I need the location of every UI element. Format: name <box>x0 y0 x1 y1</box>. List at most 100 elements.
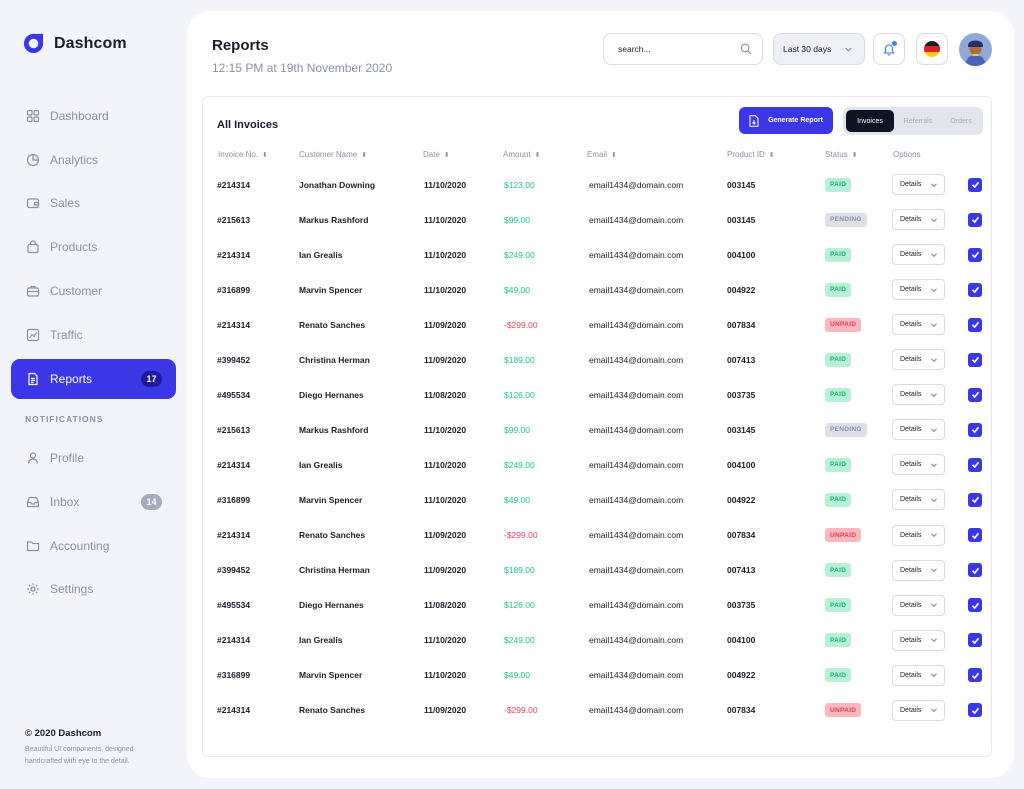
tab-invoices[interactable]: Invoices <box>846 110 894 132</box>
customer-name: Markus Rashford <box>299 424 369 435</box>
notifications-button[interactable] <box>873 33 905 65</box>
search-icon[interactable] <box>740 43 752 55</box>
row-checkbox[interactable] <box>968 528 982 542</box>
table-row[interactable]: #214314 Renato Sanches 11/09/2020 -$299.00 e… <box>203 518 993 553</box>
row-checkbox[interactable] <box>968 492 982 507</box>
table-row[interactable]: #214314 Ian Grealis 11/10/2020 $249.00 email… <box>203 623 993 658</box>
sidebar-item-sales[interactable]: Sales <box>11 183 176 223</box>
customer-email: email1434@domain.com <box>589 424 684 435</box>
row-checkbox[interactable] <box>968 422 982 437</box>
search-box[interactable] <box>603 33 763 65</box>
details-dropdown[interactable]: Details <box>892 559 945 581</box>
invoice-date: 11/10/2020 <box>424 459 467 470</box>
details-label: Details <box>900 181 922 188</box>
column-header-status[interactable]: Status ⬍ <box>825 150 858 159</box>
details-dropdown[interactable]: Details <box>892 174 945 195</box>
options-cell: Details <box>892 237 945 272</box>
tab-referrals[interactable]: Referrals <box>903 117 933 125</box>
table-row[interactable]: #316899 Marvin Spencer 11/10/2020 $49.00 ema… <box>203 658 993 693</box>
table-row[interactable]: #214314 Ian Grealis 11/10/2020 $249.00 email… <box>203 237 993 272</box>
sidebar-item-accounting[interactable]: Accounting <box>11 526 176 566</box>
row-checkbox[interactable] <box>968 212 982 227</box>
customer-email: email1434@domain.com <box>589 635 684 646</box>
search-input[interactable] <box>618 44 728 54</box>
table-row[interactable]: #399452 Christina Herman 11/09/2020 $189.00… <box>203 553 993 588</box>
chevron-down-icon <box>931 673 937 678</box>
details-dropdown[interactable]: Details <box>892 384 945 406</box>
row-checkbox[interactable] <box>968 387 982 402</box>
details-dropdown[interactable]: Details <box>892 349 945 371</box>
details-dropdown[interactable]: Details <box>892 524 945 546</box>
table-row[interactable]: #495534 Diego Hernanes 11/08/2020 $126.00 em… <box>203 377 993 412</box>
details-dropdown[interactable]: Details <box>892 279 945 301</box>
tab-orders[interactable]: Orders <box>950 117 972 125</box>
chevron-down-icon <box>931 393 937 397</box>
details-dropdown[interactable]: Details <box>892 489 945 511</box>
details-label: Details <box>900 671 922 679</box>
status-badge: PENDING <box>825 422 867 437</box>
table-row[interactable]: #495534 Diego Hernanes 11/08/2020 $126.00 em… <box>203 588 993 623</box>
column-header-product[interactable]: Product ID ⬍ <box>727 150 775 159</box>
table-row[interactable]: #399452 Christina Herman 11/09/2020 $189.00… <box>203 342 993 377</box>
options-cell: Details <box>892 377 945 412</box>
table-row[interactable]: #316899 Marvin Spencer 11/10/2020 $49.00 ema… <box>203 272 993 307</box>
gear-icon <box>27 583 39 595</box>
language-button[interactable] <box>916 33 948 65</box>
product-id: 004100 <box>727 249 756 260</box>
sidebar-item-settings[interactable]: Settings <box>11 569 176 609</box>
customer-email: email1434@domain.com <box>589 494 684 505</box>
details-dropdown[interactable]: Details <box>892 454 945 476</box>
details-dropdown[interactable]: Details <box>892 629 945 651</box>
details-dropdown[interactable]: Details <box>892 244 945 266</box>
table-row[interactable]: #214314 Jonathan Downing 11/10/2020 $123.00… <box>203 167 993 202</box>
column-header-amount[interactable]: Amount ⬍ <box>503 150 540 159</box>
row-checkbox[interactable] <box>968 563 982 578</box>
invoice-amount: $99.00 <box>504 214 530 225</box>
column-header-email[interactable]: Email ⬍ <box>587 150 617 159</box>
row-checkbox[interactable] <box>968 177 982 192</box>
product-id: 004100 <box>727 635 756 646</box>
row-checkbox[interactable] <box>968 317 982 332</box>
sidebar-item-customer[interactable]: Customer <box>11 271 176 311</box>
row-checkbox[interactable] <box>968 457 982 472</box>
sidebar-item-dashboard[interactable]: Dashboard <box>11 96 176 136</box>
table-row[interactable]: #215613 Markus Rashford 11/10/2020 $99.00 em… <box>203 202 993 237</box>
details-dropdown[interactable]: Details <box>892 209 945 231</box>
row-checkbox[interactable] <box>968 633 982 648</box>
logo[interactable]: Dashcom <box>22 32 127 55</box>
row-checkbox[interactable] <box>968 282 982 297</box>
row-checkbox[interactable] <box>968 598 982 613</box>
details-dropdown[interactable]: Details <box>892 664 945 686</box>
table-row[interactable]: #214314 Ian Grealis 11/10/2020 $249.00 email… <box>203 447 993 482</box>
sidebar-item-label: Dashboard <box>50 109 109 123</box>
pie-chart-icon <box>26 153 40 167</box>
table-row[interactable]: #215613 Markus Rashford 11/10/2020 $99.00 em… <box>203 412 993 447</box>
sidebar-item-reports[interactable]: Reports 17 <box>11 359 176 399</box>
table-row[interactable]: #214314 Renato Sanches 11/09/2020 -$299.00 e… <box>203 307 993 342</box>
row-checkbox[interactable] <box>968 247 982 262</box>
customer-email: email1434@domain.com <box>589 565 684 576</box>
sidebar-item-products[interactable]: Products <box>11 227 176 267</box>
row-checkbox[interactable] <box>968 352 982 367</box>
avatar[interactable] <box>959 33 992 66</box>
invoice-amount: $49.00 <box>504 494 530 505</box>
details-dropdown[interactable]: Details <box>892 594 945 616</box>
date-range-select[interactable]: Last 30 days <box>773 33 865 65</box>
sidebar-item-traffic[interactable]: Traffic <box>11 315 176 355</box>
generate-report-button[interactable]: Generate Report <box>739 107 833 134</box>
column-header-customer[interactable]: Customer Name ⬍ <box>299 150 367 159</box>
status-cell: PAID <box>825 553 852 588</box>
sidebar-item-profile[interactable]: Profile <box>11 438 176 478</box>
row-checkbox[interactable] <box>968 668 982 683</box>
sidebar-item-inbox[interactable]: Inbox 14 <box>11 482 176 522</box>
details-dropdown[interactable]: Details <box>892 699 945 721</box>
row-checkbox[interactable] <box>968 703 982 718</box>
sidebar-item-analytics[interactable]: Analytics <box>11 140 176 180</box>
details-dropdown[interactable]: Details <box>892 314 945 336</box>
column-header-invoice[interactable]: Invoice No. ⬍ <box>218 150 268 159</box>
column-header-date[interactable]: Date ⬍ <box>423 150 450 159</box>
details-dropdown[interactable]: Details <box>892 419 945 441</box>
table-row[interactable]: #316899 Marvin Spencer 11/10/2020 $49.00 ema… <box>203 482 993 517</box>
check-icon <box>971 672 979 679</box>
table-row[interactable]: #214314 Renato Sanches 11/09/2020 -$299.00 e… <box>203 693 993 728</box>
